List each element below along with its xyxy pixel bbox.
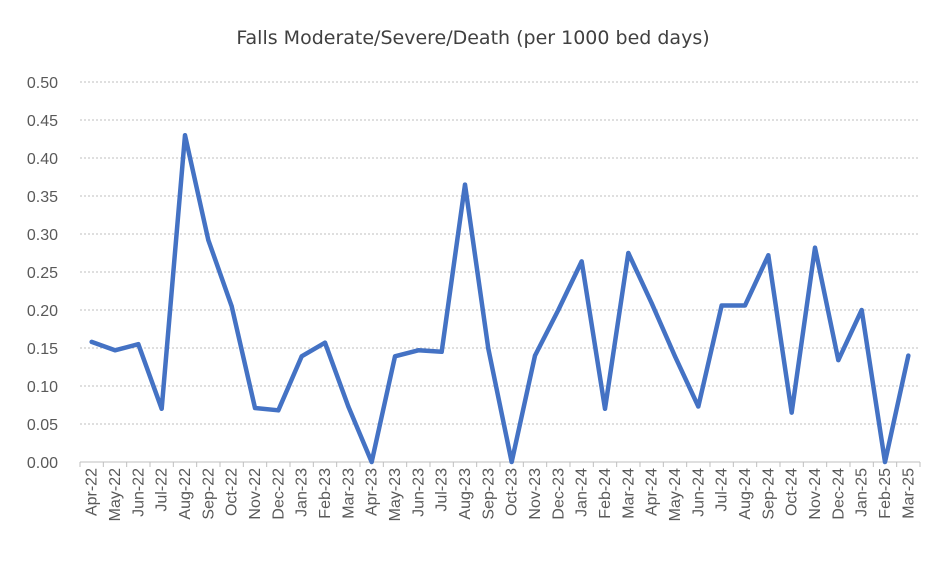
x-tick-label: Apr-22 bbox=[84, 468, 101, 516]
data-point bbox=[836, 358, 841, 363]
data-point bbox=[859, 308, 864, 312]
x-tick-label: Jan-25 bbox=[854, 468, 871, 517]
data-point bbox=[789, 410, 794, 415]
y-tick-label: 0.45 bbox=[27, 113, 58, 130]
x-tick-label: Feb-25 bbox=[877, 468, 894, 519]
x-tick-label: Mar-24 bbox=[620, 468, 637, 519]
data-point bbox=[509, 460, 514, 464]
data-point bbox=[159, 406, 164, 411]
y-tick-label: 0.50 bbox=[27, 75, 58, 92]
x-tick-label: Sep-24 bbox=[760, 468, 777, 520]
y-tick-label: 0.00 bbox=[27, 455, 58, 472]
data-point bbox=[393, 354, 397, 359]
data-point bbox=[813, 245, 817, 250]
x-tick-label: Aug-23 bbox=[457, 468, 474, 520]
x-tick-label: Jun-23 bbox=[410, 468, 427, 517]
x-tick-label: Jul-23 bbox=[434, 468, 451, 512]
series-line bbox=[89, 132, 911, 465]
data-point bbox=[346, 404, 351, 409]
y-axis-ticks: 0.00 0.05 0.10 0.15 0.20 0.25 0.30 0.35 0.40 0.45… bbox=[27, 75, 58, 472]
x-axis-ticks: Apr-22 May-22 Jun-22 Jul-22 Aug-22 Sep-22 Oct-… bbox=[79, 462, 921, 521]
data-point bbox=[439, 349, 444, 354]
y-tick-label: 0.10 bbox=[27, 379, 58, 396]
data-point bbox=[486, 346, 491, 351]
x-tick-label: Oct-22 bbox=[224, 468, 241, 516]
data-point bbox=[719, 303, 724, 308]
x-tick-label: May-23 bbox=[387, 468, 404, 521]
x-tick-label: Jan-24 bbox=[574, 468, 591, 517]
data-point bbox=[579, 259, 584, 264]
chart-title: Falls Moderate/Severe/Death (per 1000 be… bbox=[236, 27, 709, 49]
x-tick-label: Jun-24 bbox=[690, 468, 707, 517]
data-point bbox=[626, 251, 631, 255]
x-tick-label: Aug-24 bbox=[737, 468, 754, 520]
y-tick-label: 0.25 bbox=[27, 265, 58, 282]
x-tick-label: Oct-23 bbox=[504, 468, 521, 516]
x-tick-label: Feb-23 bbox=[317, 468, 334, 519]
data-point bbox=[743, 303, 747, 308]
series-group bbox=[89, 132, 911, 465]
data-point bbox=[299, 354, 304, 359]
data-point bbox=[206, 238, 211, 243]
x-tick-label: Jul-22 bbox=[154, 468, 171, 512]
x-tick-label: Dec-22 bbox=[270, 468, 287, 520]
data-point bbox=[533, 353, 537, 358]
data-point bbox=[696, 404, 701, 409]
x-tick-label: Dec-24 bbox=[830, 468, 847, 520]
x-tick-label: Aug-22 bbox=[177, 468, 194, 520]
x-tick-label: Jul-24 bbox=[714, 468, 731, 512]
data-point bbox=[369, 460, 374, 464]
x-tick-label: Apr-24 bbox=[644, 468, 661, 516]
data-point bbox=[323, 340, 327, 345]
x-tick-label: Jan-23 bbox=[294, 468, 311, 517]
y-tick-label: 0.15 bbox=[27, 341, 58, 358]
x-tick-label: Nov-24 bbox=[807, 468, 824, 520]
x-tick-label: Sep-23 bbox=[480, 468, 497, 520]
data-point bbox=[906, 353, 911, 358]
data-point bbox=[113, 348, 117, 353]
data-point bbox=[136, 342, 141, 347]
y-tick-label: 0.20 bbox=[27, 303, 58, 320]
y-tick-label: 0.40 bbox=[27, 151, 58, 168]
data-point bbox=[603, 406, 607, 411]
data-point bbox=[883, 460, 887, 464]
x-tick-label: Nov-22 bbox=[247, 468, 264, 520]
y-tick-label: 0.30 bbox=[27, 227, 58, 244]
x-tick-label: Jun-22 bbox=[130, 468, 147, 517]
data-point bbox=[229, 304, 234, 309]
x-tick-label: Sep-22 bbox=[200, 468, 217, 520]
data-point bbox=[89, 339, 94, 344]
data-point bbox=[556, 308, 561, 312]
x-tick-label: Oct-24 bbox=[784, 468, 801, 516]
data-point bbox=[416, 348, 421, 353]
data-point bbox=[649, 301, 654, 306]
data-point bbox=[276, 408, 281, 413]
x-tick-label: Mar-25 bbox=[900, 468, 917, 519]
y-tick-label: 0.05 bbox=[27, 417, 58, 434]
data-point bbox=[253, 406, 257, 411]
x-tick-label: Apr-23 bbox=[364, 468, 381, 516]
x-tick-label: Feb-24 bbox=[597, 468, 614, 519]
x-tick-label: Mar-23 bbox=[340, 468, 357, 519]
data-point bbox=[183, 133, 187, 138]
data-point bbox=[673, 354, 677, 359]
y-tick-label: 0.35 bbox=[27, 189, 58, 206]
x-tick-label: Dec-23 bbox=[550, 468, 567, 520]
x-tick-label: May-24 bbox=[667, 468, 684, 521]
data-point bbox=[766, 253, 771, 258]
x-tick-label: Nov-23 bbox=[527, 468, 544, 520]
data-point bbox=[463, 182, 467, 187]
x-tick-label: May-22 bbox=[107, 468, 124, 521]
